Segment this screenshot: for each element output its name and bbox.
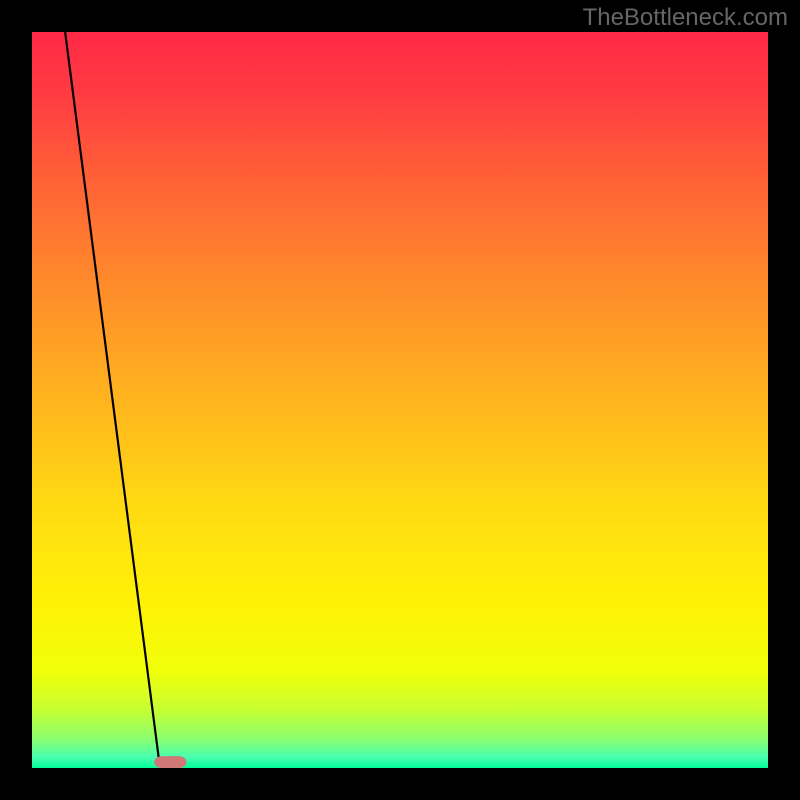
plot-area: [32, 32, 768, 768]
frame-right: [768, 0, 800, 800]
frame-bottom: [0, 768, 800, 800]
chart-container: TheBottleneck.com: [0, 0, 800, 800]
notch-marker: [154, 756, 186, 768]
watermark-text: TheBottleneck.com: [583, 4, 788, 32]
gradient-background: [32, 32, 768, 768]
frame-left: [0, 0, 32, 800]
